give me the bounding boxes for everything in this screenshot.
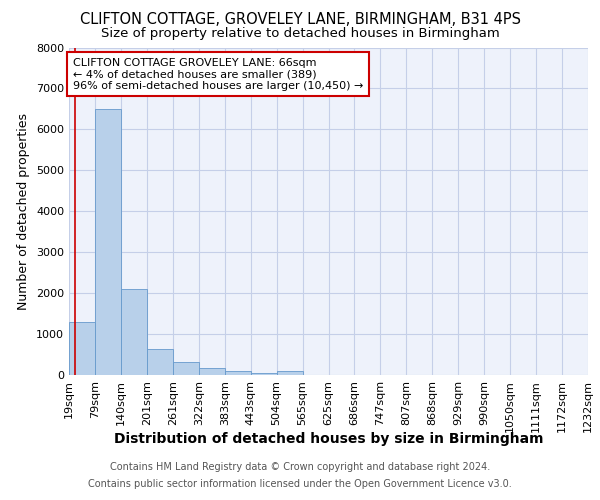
Bar (277, 372, 302, 375)
Text: Contains public sector information licensed under the Open Government Licence v3: Contains public sector information licen… (88, 479, 512, 489)
Y-axis label: Number of detached properties: Number of detached properties (17, 113, 31, 310)
Text: Size of property relative to detached houses in Birmingham: Size of property relative to detached ho… (101, 28, 499, 40)
Text: CLIFTON COTTAGE, GROVELEY LANE, BIRMINGHAM, B31 4PS: CLIFTON COTTAGE, GROVELEY LANE, BIRMINGH… (79, 12, 521, 28)
Bar (199, 368, 224, 375)
Bar (251, 373, 277, 375)
Bar (173, 362, 199, 375)
Text: Distribution of detached houses by size in Birmingham: Distribution of detached houses by size … (114, 432, 544, 446)
Bar (225, 372, 251, 375)
Text: Contains HM Land Registry data © Crown copyright and database right 2024.: Contains HM Land Registry data © Crown c… (110, 462, 490, 472)
Bar (69, 322, 95, 375)
Bar (147, 349, 173, 375)
Bar (121, 289, 147, 375)
Bar (95, 109, 121, 375)
Text: CLIFTON COTTAGE GROVELEY LANE: 66sqm
← 4% of detached houses are smaller (389)
9: CLIFTON COTTAGE GROVELEY LANE: 66sqm ← 4… (73, 58, 363, 91)
